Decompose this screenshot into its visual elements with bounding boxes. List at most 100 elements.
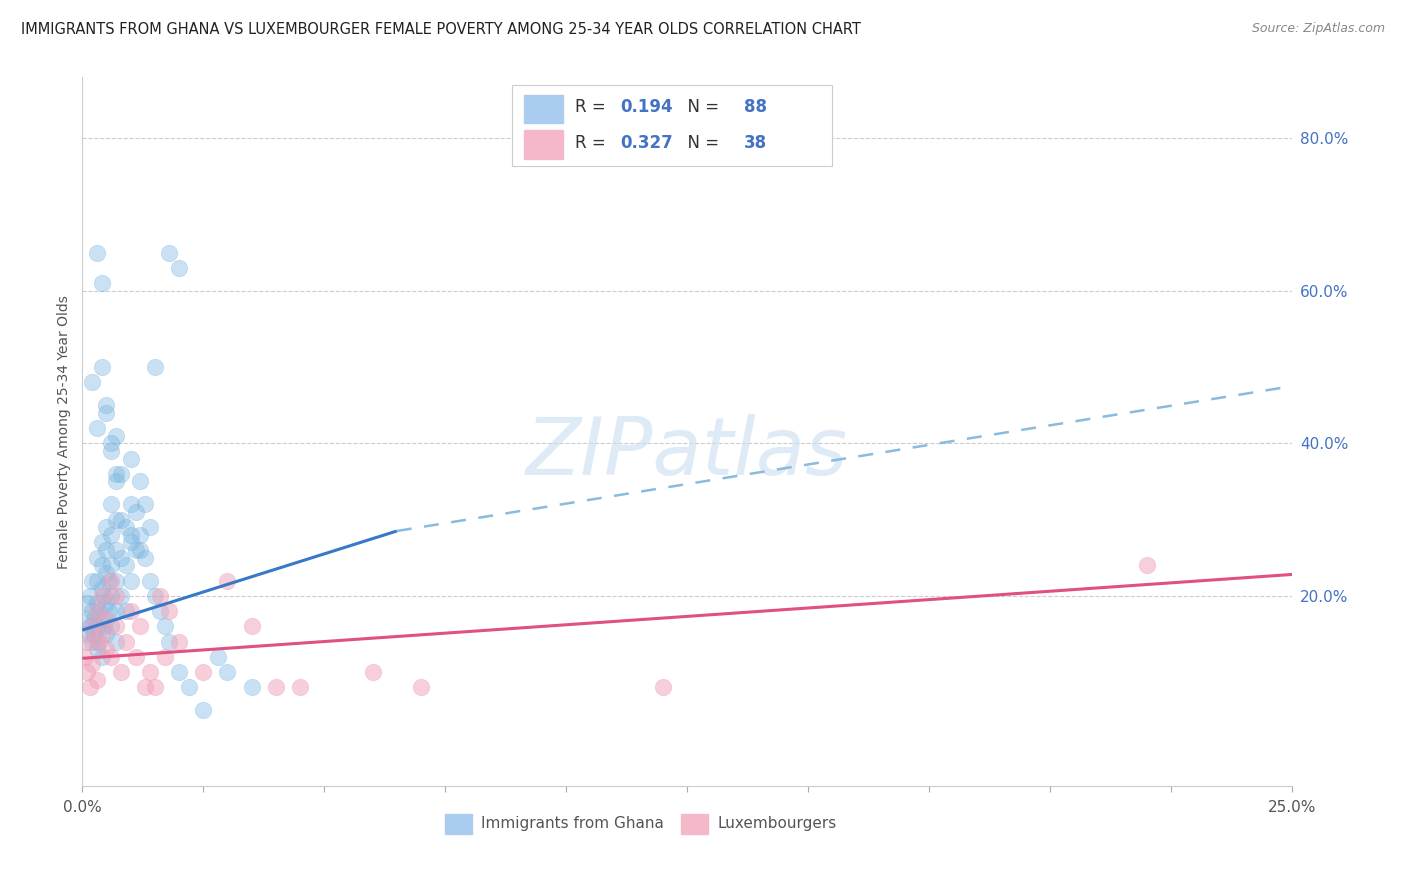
- Point: [96, 406, 118, 420]
- Point: [207, 649, 229, 664]
- FancyBboxPatch shape: [524, 130, 562, 159]
- Text: Source: ZipAtlas.com: Source: ZipAtlas.com: [1251, 22, 1385, 36]
- Point: [105, 475, 128, 489]
- Point: [76, 665, 98, 679]
- Point: [105, 467, 128, 481]
- Point: [100, 436, 122, 450]
- Point: [80, 604, 103, 618]
- FancyBboxPatch shape: [446, 814, 472, 834]
- Point: [157, 604, 180, 618]
- Text: N =: N =: [678, 98, 725, 116]
- Point: [120, 535, 142, 549]
- Point: [105, 543, 128, 558]
- Y-axis label: Female Poverty Among 25-34 Year Olds: Female Poverty Among 25-34 Year Olds: [58, 295, 72, 569]
- Point: [105, 634, 128, 648]
- Point: [115, 604, 138, 618]
- Point: [100, 649, 122, 664]
- Point: [167, 634, 190, 648]
- Point: [73, 612, 96, 626]
- Point: [240, 619, 263, 633]
- Point: [105, 512, 128, 526]
- Text: ZIPatlas: ZIPatlas: [526, 414, 848, 492]
- Point: [86, 619, 108, 633]
- Point: [80, 574, 103, 588]
- Point: [76, 596, 98, 610]
- Point: [134, 550, 156, 565]
- Point: [80, 634, 103, 648]
- Point: [129, 475, 152, 489]
- Point: [100, 619, 122, 633]
- Point: [90, 277, 112, 291]
- Point: [153, 619, 176, 633]
- Point: [143, 360, 166, 375]
- Point: [149, 589, 172, 603]
- Point: [86, 604, 108, 618]
- Point: [110, 467, 132, 481]
- Text: IMMIGRANTS FROM GHANA VS LUXEMBOURGER FEMALE POVERTY AMONG 25-34 YEAR OLDS CORRE: IMMIGRANTS FROM GHANA VS LUXEMBOURGER FE…: [21, 22, 860, 37]
- Point: [86, 642, 108, 657]
- Point: [80, 619, 103, 633]
- Point: [115, 558, 138, 573]
- Point: [93, 619, 115, 633]
- Point: [89, 634, 111, 648]
- Point: [409, 680, 432, 694]
- Point: [80, 376, 103, 390]
- Point: [143, 589, 166, 603]
- Text: 38: 38: [744, 134, 768, 153]
- Point: [110, 512, 132, 526]
- Point: [149, 604, 172, 618]
- Point: [89, 604, 111, 618]
- Point: [157, 634, 180, 648]
- Point: [90, 360, 112, 375]
- Point: [139, 520, 162, 534]
- Point: [129, 543, 152, 558]
- Point: [86, 550, 108, 565]
- Point: [1136, 558, 1159, 573]
- Point: [83, 612, 105, 626]
- Point: [90, 627, 112, 641]
- Point: [80, 657, 103, 672]
- Point: [86, 245, 108, 260]
- Point: [157, 245, 180, 260]
- Text: Luxembourgers: Luxembourgers: [717, 816, 837, 831]
- Text: 88: 88: [744, 98, 768, 116]
- Point: [97, 604, 120, 618]
- Point: [96, 612, 118, 626]
- Point: [96, 566, 118, 580]
- FancyBboxPatch shape: [681, 814, 707, 834]
- Point: [96, 520, 118, 534]
- Point: [134, 680, 156, 694]
- Point: [90, 612, 112, 626]
- Text: 0.327: 0.327: [620, 134, 673, 153]
- Point: [193, 665, 215, 679]
- Point: [79, 619, 101, 633]
- FancyBboxPatch shape: [524, 95, 562, 123]
- Point: [115, 634, 138, 648]
- Point: [129, 528, 152, 542]
- Point: [110, 589, 132, 603]
- Point: [100, 497, 122, 511]
- Text: R =: R =: [575, 98, 610, 116]
- Point: [96, 596, 118, 610]
- Point: [73, 649, 96, 664]
- Point: [361, 665, 384, 679]
- Point: [100, 444, 122, 458]
- Point: [652, 680, 675, 694]
- Point: [86, 596, 108, 610]
- Text: N =: N =: [678, 134, 725, 153]
- Point: [177, 680, 200, 694]
- Point: [79, 680, 101, 694]
- Point: [217, 574, 239, 588]
- Point: [86, 421, 108, 435]
- Point: [100, 558, 122, 573]
- Point: [79, 589, 101, 603]
- Point: [139, 574, 162, 588]
- Point: [120, 574, 142, 588]
- Point: [90, 649, 112, 664]
- Point: [90, 581, 112, 595]
- Point: [76, 634, 98, 648]
- Point: [264, 680, 287, 694]
- Point: [120, 497, 142, 511]
- Point: [76, 627, 98, 641]
- Point: [100, 589, 122, 603]
